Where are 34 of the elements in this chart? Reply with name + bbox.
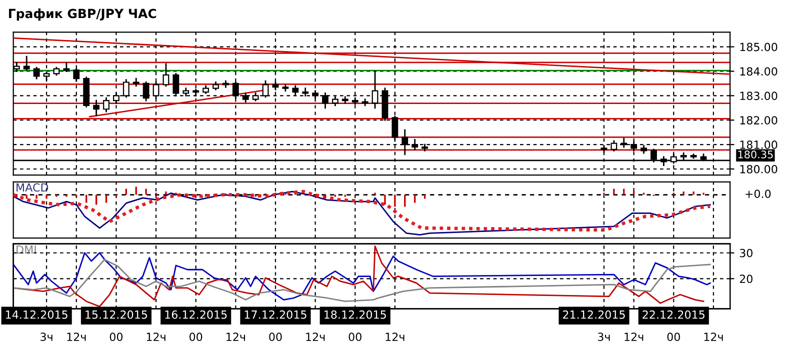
x-tick-label: 12ч — [624, 332, 644, 341]
x2-tick-label: 16.12.2015 — [165, 310, 227, 319]
y-tick-label: 182.00 — [740, 116, 778, 124]
y-tick-label: 185.00 — [740, 42, 778, 52]
x-tick-label: 12ч — [306, 332, 325, 341]
x-tick-label: 3ч — [40, 332, 52, 342]
x-tick-label: 00 — [348, 332, 362, 342]
x2-tick-label: 15.12.2015 — [86, 310, 148, 319]
x2-tick-label: 22.12.2015 — [642, 310, 704, 319]
y-tick-label: 181.00 — [740, 140, 778, 149]
y2-tick-label: 20 — [740, 274, 752, 284]
y2-tick-label: 30 — [740, 248, 752, 258]
chart-title: MACD — [16, 183, 48, 192]
x2-tick-label: 18.12.2015 — [324, 310, 386, 319]
chart-title: График GBP/JPY ЧАС — [9, 8, 156, 21]
x-tick-label: 00 — [190, 332, 202, 342]
x2-tick-label: 17.12.2015 — [244, 310, 306, 319]
x-tick-label: 12ч — [386, 332, 404, 341]
x-tick-label: 00 — [110, 332, 123, 342]
x-tick-label: 12ч — [226, 332, 245, 341]
x-tick-label: 12ч — [146, 332, 166, 341]
ref-line-label: 180.35 — [738, 150, 773, 158]
chart-title: DMI — [16, 245, 36, 254]
ref-line-label: +0.0 — [746, 190, 771, 198]
x2-tick-label: 14.12.2015 — [6, 310, 68, 319]
y-tick-label: 180.00 — [740, 164, 778, 174]
y-tick-label: 183.00 — [740, 92, 778, 100]
x-tick-label: 3ч — [598, 332, 610, 342]
x-tick-label: 00 — [667, 332, 680, 342]
x-tick-label: 12ч — [67, 332, 86, 341]
x-tick-label: 00 — [269, 332, 282, 342]
x-tick-label: 12ч — [704, 332, 723, 341]
x2-tick-label: 21.12.2015 — [563, 310, 625, 319]
y-tick-label: 184.00 — [740, 67, 778, 76]
